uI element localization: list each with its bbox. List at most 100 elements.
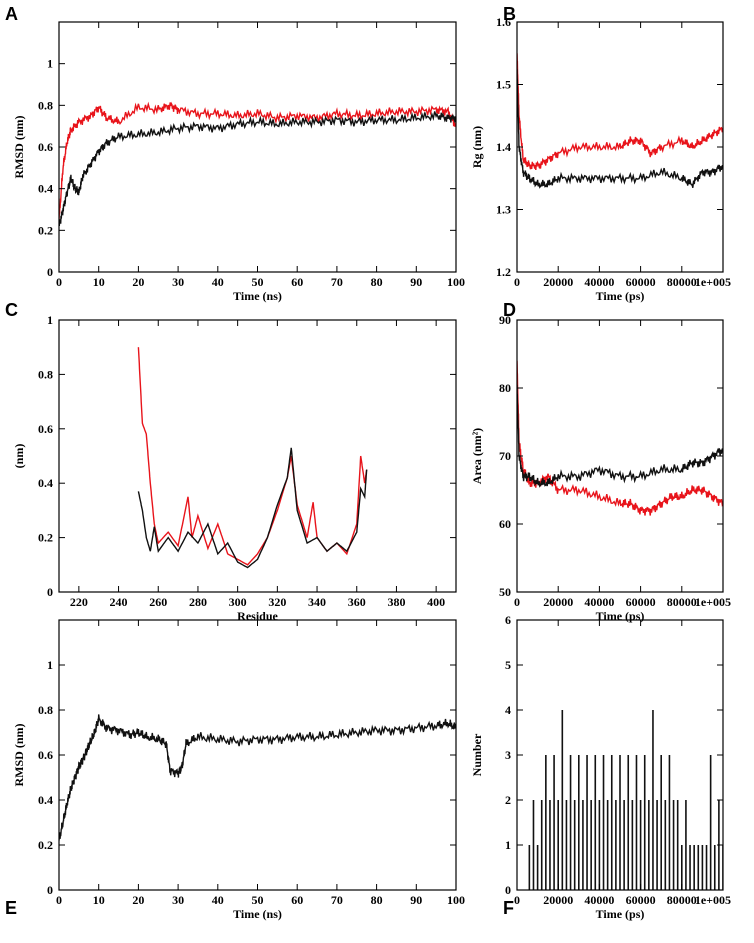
plot-area	[137, 347, 368, 569]
y-axis-title: RMSD (nm)	[12, 724, 26, 787]
x-tick-label: 100	[447, 893, 465, 907]
y-tick-label: 1	[47, 313, 53, 327]
panel-letter: D	[503, 300, 516, 320]
bar	[615, 800, 617, 890]
plot-area	[517, 360, 723, 516]
bar	[635, 755, 638, 890]
bar	[586, 755, 588, 890]
bar	[652, 710, 654, 890]
bar	[590, 800, 592, 890]
x-tick-label: 90	[410, 275, 422, 289]
bar	[619, 755, 621, 890]
y-tick-label: 1.2	[496, 265, 511, 279]
x-tick-label: 20	[132, 893, 144, 907]
y-tick-label: 5	[505, 658, 511, 672]
y-tick-label: 6	[505, 613, 511, 627]
y-axis-title: Rg (nm)	[470, 126, 484, 168]
y-tick-label: 0.8	[38, 703, 53, 717]
x-tick-label: 1e+005	[695, 275, 731, 289]
x-tick-label: 50	[252, 893, 264, 907]
bar	[664, 800, 667, 890]
x-tick-label: 40	[212, 893, 224, 907]
bar	[545, 755, 547, 890]
x-tick-label: 70	[331, 893, 343, 907]
x-tick-label: 1e+005	[695, 595, 731, 609]
y-tick-label: 1	[47, 57, 53, 71]
x-tick-label: 10	[93, 893, 105, 907]
plot-area	[59, 714, 456, 841]
bar	[697, 845, 700, 890]
bar	[582, 800, 584, 890]
x-tick-label: 20	[132, 275, 144, 289]
bar	[685, 800, 687, 890]
series-line-0	[137, 347, 368, 566]
bar	[578, 755, 580, 890]
plot-frame	[516, 319, 724, 593]
x-tick-label: 80	[371, 275, 383, 289]
y-tick-label: 60	[499, 517, 511, 531]
series-line-0	[59, 714, 456, 841]
y-tick-label: 1	[505, 838, 511, 852]
x-tick-label: 40	[212, 275, 224, 289]
bar	[713, 845, 716, 890]
x-tick-label: 60000	[626, 275, 656, 289]
bar	[549, 800, 551, 890]
y-tick-label: 0	[505, 883, 511, 897]
x-tick-label: 400	[427, 595, 445, 609]
bar	[623, 800, 625, 890]
x-axis-title: Time (ps)	[596, 289, 645, 303]
y-tick-label: 1.4	[496, 140, 511, 154]
plot-area	[517, 53, 723, 189]
x-tick-label: 30	[172, 275, 184, 289]
y-tick-label: 0.2	[38, 531, 53, 545]
x-tick-label: 320	[268, 595, 286, 609]
y-tick-label: 0	[47, 265, 53, 279]
x-tick-label: 260	[149, 595, 167, 609]
bar	[672, 800, 675, 890]
y-tick-label: 0.6	[38, 422, 53, 436]
bar	[660, 755, 662, 890]
x-tick-label: 100	[447, 275, 465, 289]
bar	[553, 755, 555, 890]
panel-letter: B	[503, 4, 516, 24]
x-tick-label: 20000	[543, 275, 573, 289]
x-tick-label: 60000	[626, 595, 656, 609]
x-tick-label: 80000	[667, 893, 697, 907]
x-tick-label: 90	[410, 893, 422, 907]
y-axis-title: Number	[470, 733, 484, 776]
x-tick-label: 80000	[667, 595, 697, 609]
x-tick-label: 300	[229, 595, 247, 609]
y-tick-label: 50	[499, 585, 511, 599]
x-tick-label: 20000	[543, 893, 573, 907]
bar	[528, 845, 531, 890]
y-tick-label: 0.4	[38, 793, 53, 807]
x-tick-label: 60	[291, 275, 303, 289]
y-tick-label: 0.6	[38, 748, 53, 762]
bar	[561, 710, 564, 890]
y-axis-title: RMSD (nm)	[12, 116, 26, 179]
y-tick-label: 2	[505, 793, 511, 807]
y-axis-title: Area (nm²)	[470, 428, 484, 484]
x-tick-label: 20000	[543, 595, 573, 609]
series-line-0	[517, 53, 723, 170]
bar	[668, 755, 671, 890]
bar	[606, 800, 609, 890]
bar	[610, 755, 613, 890]
bar	[676, 800, 679, 890]
series-line-0	[517, 360, 723, 516]
bar	[532, 800, 535, 890]
bar	[540, 800, 543, 890]
y-tick-label: 90	[499, 313, 511, 327]
bar	[709, 755, 712, 890]
y-tick-label: 0.4	[38, 476, 53, 490]
x-tick-label: 80000	[667, 275, 697, 289]
y-tick-label: 80	[499, 381, 511, 395]
bar	[643, 755, 646, 890]
x-tick-label: 70	[331, 275, 343, 289]
y-tick-label: 0.8	[38, 98, 53, 112]
x-tick-label: 0	[514, 595, 520, 609]
bar	[594, 755, 597, 890]
plot-frame	[58, 21, 457, 273]
